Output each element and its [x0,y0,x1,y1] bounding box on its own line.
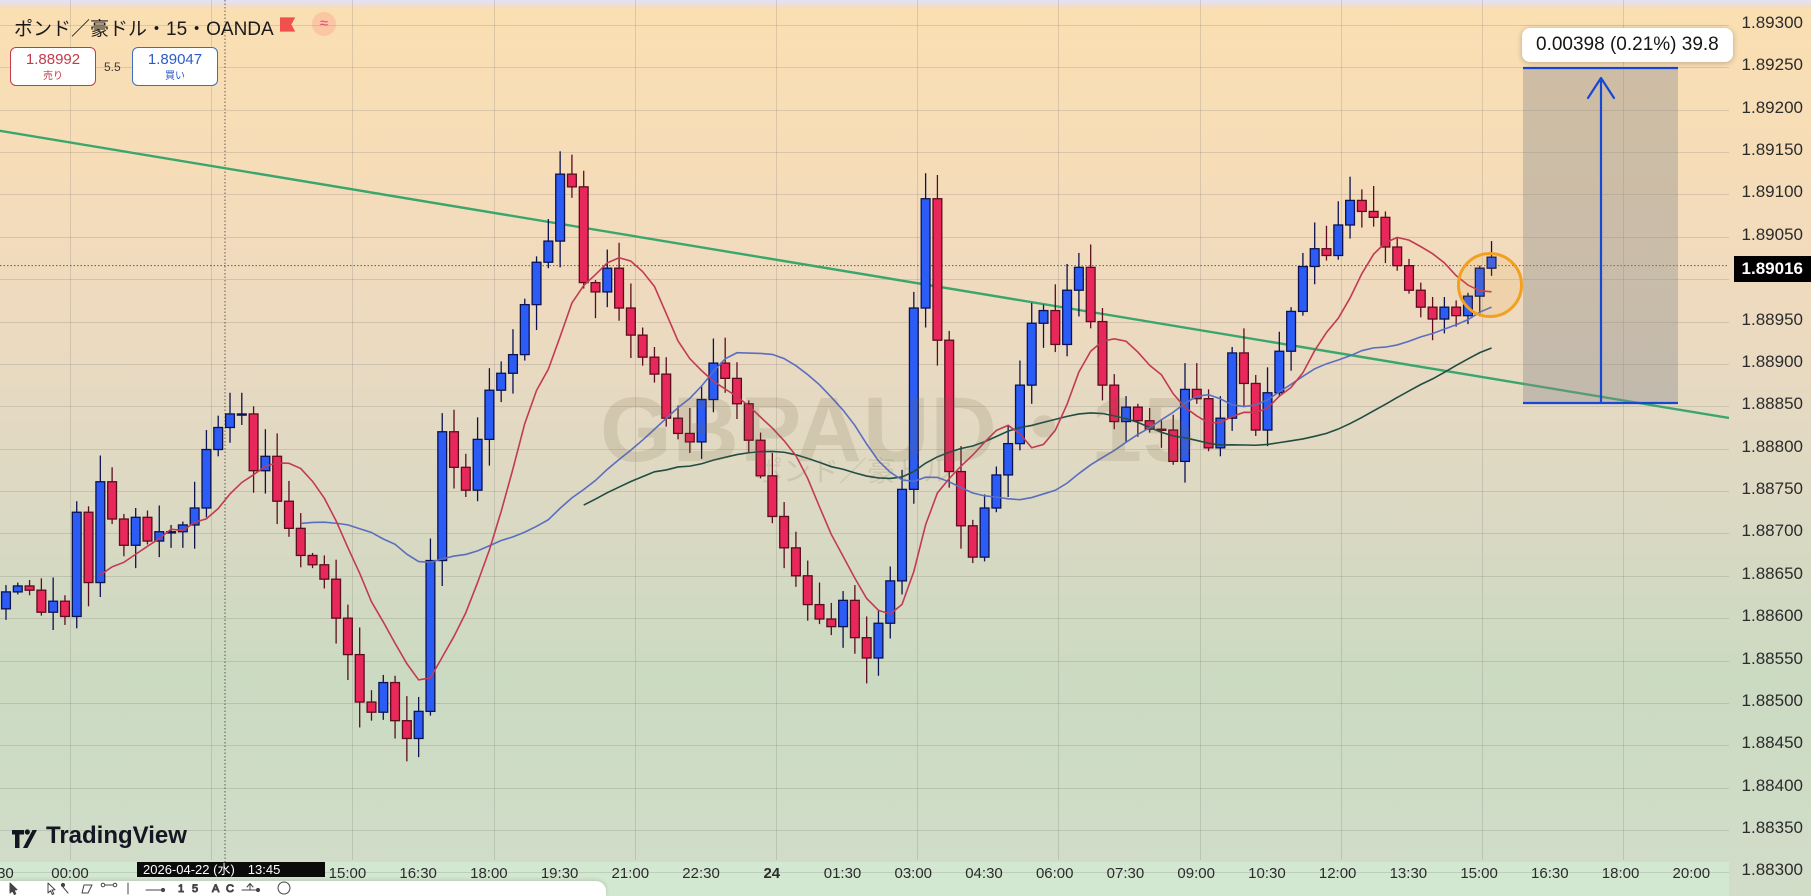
svg-text:5: 5 [192,883,198,895]
svg-text:1: 1 [178,883,184,895]
svg-text:C: C [226,883,234,895]
svg-text:A: A [212,883,220,895]
